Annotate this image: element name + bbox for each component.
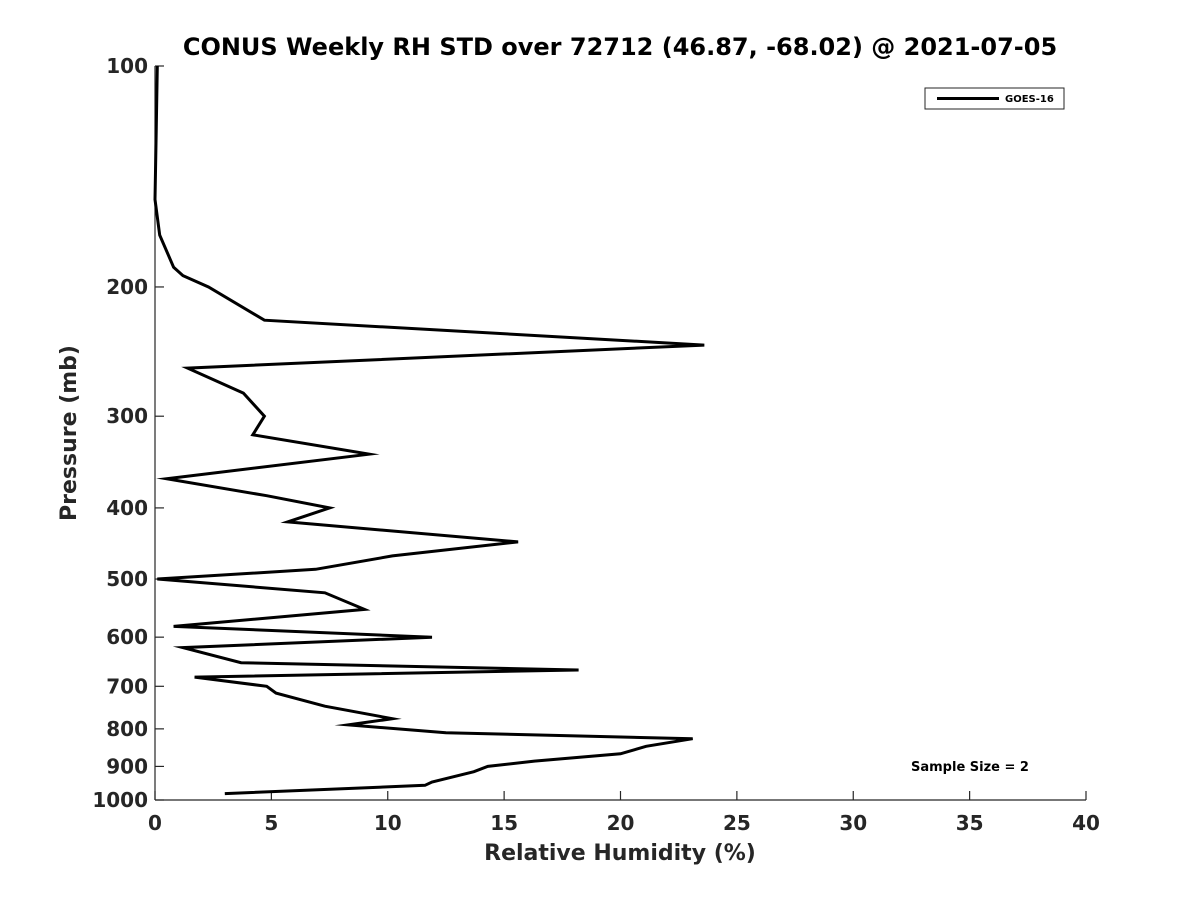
y-tick-label: 600 — [106, 625, 148, 649]
y-axis-label: Pressure (mb) — [57, 345, 82, 521]
y-tick-label: 100 — [106, 54, 148, 78]
x-tick-label: 15 — [490, 811, 518, 835]
x-tick-label: 5 — [264, 811, 278, 835]
x-tick-label: 40 — [1072, 811, 1100, 835]
x-tick-label: 20 — [607, 811, 635, 835]
series-group — [153, 65, 705, 796]
y-ticks: 100 200 300 400 500 600 700 800 900 1000 — [92, 54, 164, 812]
y-tick-label: 500 — [106, 567, 148, 591]
y-tick-label: 400 — [106, 496, 148, 520]
sample-size-annotation: Sample Size = 2 — [911, 760, 1029, 775]
legend: GOES-16 — [924, 87, 1065, 110]
x-tick-label: 10 — [374, 811, 402, 835]
x-axis-label: Relative Humidity (%) — [484, 841, 756, 866]
y-tick-label: 200 — [106, 275, 148, 299]
legend-label-goes-16: GOES-16 — [1005, 94, 1054, 105]
x-tick-label: 35 — [956, 811, 984, 835]
chart-title: CONUS Weekly RH STD over 72712 (46.87, -… — [183, 33, 1057, 61]
x-ticks: 0 5 10 15 20 25 30 35 40 — [148, 791, 1100, 835]
y-tick-label: 700 — [106, 674, 148, 698]
x-tick-label: 0 — [148, 811, 162, 835]
x-tick-label: 25 — [723, 811, 751, 835]
y-tick-label: 1000 — [92, 788, 148, 812]
y-tick-label: 300 — [106, 404, 148, 428]
y-tick-label: 800 — [106, 717, 148, 741]
series-line-goes-16 — [153, 65, 705, 796]
plot-axes — [154, 66, 1086, 801]
y-tick-label: 900 — [106, 754, 148, 778]
x-tick-label: 30 — [839, 811, 867, 835]
